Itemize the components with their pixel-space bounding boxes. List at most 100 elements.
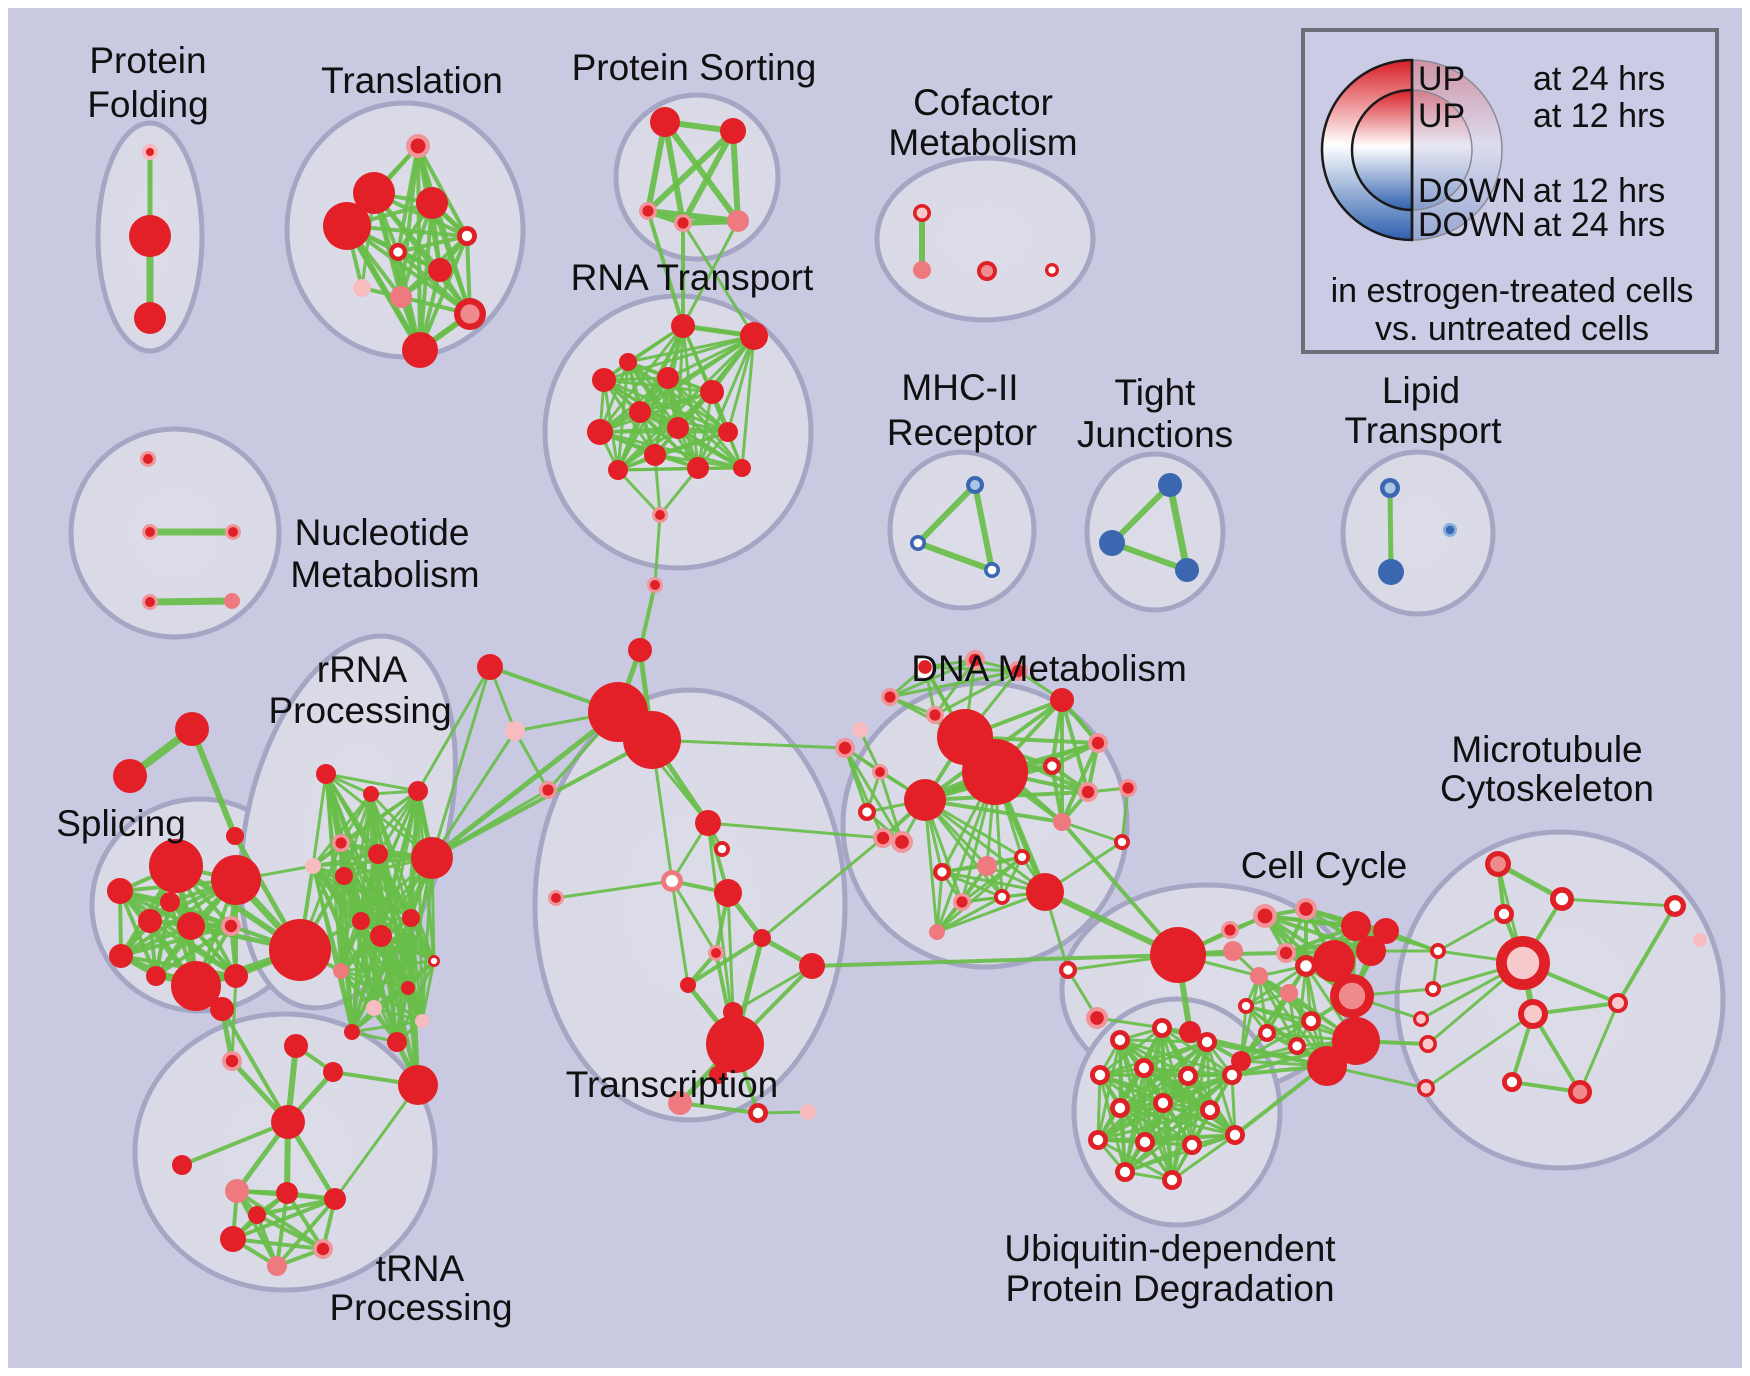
network-edge <box>372 789 420 1010</box>
network-edge <box>372 934 383 1010</box>
network-node <box>977 856 997 876</box>
network-edge <box>972 482 995 573</box>
network-edge <box>1096 1073 1102 1142</box>
network-node-core <box>393 247 403 257</box>
network-node <box>668 1091 692 1115</box>
network-node-core <box>430 957 438 965</box>
legend-time-label: at 24 hrs <box>1533 60 1665 98</box>
network-node <box>706 1015 764 1073</box>
network-node <box>210 997 234 1021</box>
network-edge <box>686 936 764 987</box>
network-node-core <box>1506 1076 1518 1088</box>
network-node <box>1179 1021 1201 1043</box>
network-edge <box>255 1213 325 1251</box>
network-node <box>224 964 248 988</box>
network-node <box>687 457 709 479</box>
network-node-core <box>1506 946 1540 980</box>
network-node-core <box>146 148 154 156</box>
network-edge <box>670 879 690 987</box>
network-edge <box>760 836 885 940</box>
network-edge <box>333 1083 420 1201</box>
network-node <box>109 944 133 968</box>
network-node-core <box>918 660 932 674</box>
network-edge <box>350 919 363 1034</box>
network-edge <box>915 482 978 546</box>
network-node-core <box>1524 1005 1542 1023</box>
network-node <box>671 314 695 338</box>
legend-gradient-circle <box>1411 89 1473 211</box>
network-node-core <box>1122 782 1134 794</box>
network-node-core <box>711 948 721 958</box>
network-edge <box>339 969 424 1023</box>
network-node-core <box>1182 1070 1194 1082</box>
network-node-core <box>1555 892 1569 906</box>
network-edge <box>933 658 977 717</box>
network-edge <box>843 746 904 844</box>
network-edge <box>645 128 736 214</box>
network-node <box>1313 940 1355 982</box>
cluster-label-rrn: Processing <box>268 690 451 731</box>
network-edge <box>626 360 730 434</box>
network-node-core <box>956 896 968 908</box>
network-node-core <box>145 527 155 537</box>
network-node-core <box>1612 997 1624 1009</box>
network-edge <box>420 959 436 1023</box>
network-node <box>1307 1046 1347 1086</box>
network-edge <box>1239 1019 1313 1063</box>
network-node <box>363 786 379 802</box>
cluster-label-cc: Cell Cycle <box>1241 845 1408 886</box>
network-node <box>799 953 825 979</box>
network-node <box>913 261 931 279</box>
cluster-label-trn: tRNA <box>376 1248 465 1289</box>
network-node <box>718 422 738 442</box>
cluster-label-ub: Ubiquitin-dependent <box>1004 1228 1336 1269</box>
network-edge <box>602 334 756 382</box>
cluster-label-cm: Cofactor <box>913 82 1053 123</box>
network-edge <box>1118 1074 1190 1110</box>
network-node <box>628 638 652 662</box>
network-edge <box>726 891 735 1014</box>
network-node-core <box>1091 736 1105 750</box>
network-node <box>172 1155 192 1175</box>
network-edge <box>1098 1073 1127 1174</box>
network-edge <box>1118 1073 1234 1110</box>
network-node-core <box>145 597 155 607</box>
network-edge <box>1170 1133 1237 1182</box>
network-edge <box>678 1101 760 1115</box>
network-edge <box>168 900 238 978</box>
network-edge <box>730 128 741 224</box>
network-edge <box>430 788 550 860</box>
network-node-core <box>1299 902 1313 916</box>
legend-time-label: at 12 hrs <box>1533 97 1665 135</box>
cluster-label-pf: Folding <box>87 84 208 125</box>
network-node <box>1378 559 1404 585</box>
network-edge <box>740 334 756 470</box>
network-node <box>370 925 392 947</box>
network-node-core <box>1241 1001 1251 1011</box>
network-node-core <box>1224 924 1236 936</box>
network-edge <box>180 1120 290 1167</box>
network-edge <box>915 540 995 573</box>
network-node-core <box>1300 960 1312 972</box>
network-edge <box>650 738 847 750</box>
network-node-core <box>1166 1174 1178 1186</box>
network-edge <box>395 916 413 1044</box>
network-node-core <box>1090 1011 1104 1025</box>
network-node <box>175 712 209 746</box>
network-node-core <box>410 138 426 154</box>
network-edge <box>1098 1026 1164 1077</box>
network-node-core <box>884 691 896 703</box>
network-node-core <box>838 741 852 755</box>
network-node <box>149 839 203 893</box>
network-node <box>401 981 415 995</box>
network-node <box>324 1188 346 1210</box>
network-node-core <box>895 835 909 849</box>
network-edge <box>923 798 1047 894</box>
network-node <box>316 764 336 784</box>
network-edge <box>680 128 736 226</box>
cluster-label-pf: Protein <box>89 40 206 81</box>
network-edge <box>189 726 238 839</box>
network-node-core <box>1292 1041 1302 1051</box>
cluster-label-trn: Processing <box>329 1287 512 1328</box>
